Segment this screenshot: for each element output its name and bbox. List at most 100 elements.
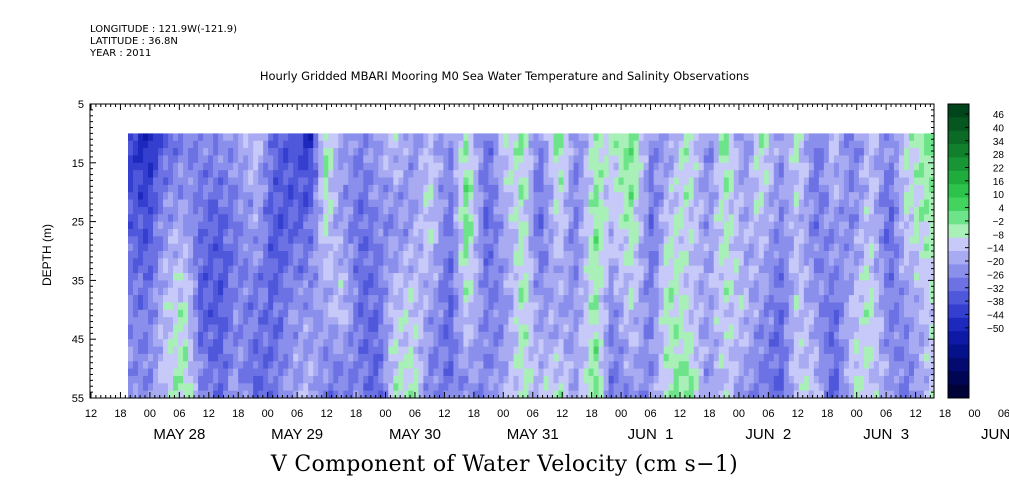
heatmap-cell [543,170,550,179]
heatmap-cell [153,148,159,157]
heatmap-cell [513,177,520,186]
heatmap-cell [638,331,645,340]
heatmap-cell [568,177,575,186]
heatmap-cell [283,346,289,355]
heatmap-cell [498,390,505,399]
heatmap-cell [313,317,319,326]
heatmap-cell [433,192,439,201]
heatmap-cell [508,295,515,304]
heatmap-cell [628,353,635,362]
heatmap-cell [373,265,379,274]
heatmap-cell [678,273,685,281]
heatmap-cell [253,331,259,340]
heatmap-cell [728,243,735,252]
heatmap-cell [743,353,750,362]
heatmap-cell [168,177,174,186]
heatmap-cell [513,346,520,355]
heatmap-cell [648,324,655,333]
heatmap-cell [763,155,770,164]
heatmap-cell [173,287,179,296]
heatmap-cell [588,199,595,208]
heatmap-cell [693,177,700,186]
heatmap-cell [143,177,149,186]
heatmap-cell [168,140,174,149]
heatmap-cell [428,346,434,355]
heatmap-cell [573,302,580,311]
heatmap-cell [413,155,419,164]
heatmap-cell [423,280,429,289]
heatmap-cell [683,199,690,208]
heatmap-cell [368,375,374,384]
heatmap-cell [603,206,610,215]
heatmap-cell [258,317,264,326]
heatmap-cell [523,309,530,318]
heatmap-cell [368,243,374,252]
heatmap-cell [433,258,439,267]
heatmap-cell [433,390,439,399]
heatmap-cell [383,361,389,370]
heatmap-cell [353,199,359,208]
heatmap-cell [668,192,675,201]
heatmap-cell [783,317,790,326]
heatmap-cell [713,390,720,399]
heatmap-cell [563,390,570,399]
heatmap-cell [213,273,219,281]
heatmap-cell [693,221,700,230]
heatmap-cell [793,273,800,281]
heatmap-cell [153,170,159,179]
heatmap-cell [768,273,775,281]
heatmap-cell [408,170,414,179]
heatmap-cell [608,309,615,318]
heatmap-cell [733,251,740,259]
heatmap-cell [268,192,274,201]
heatmap-cell [738,331,745,340]
heatmap-cell [633,331,640,340]
heatmap-cell [483,346,490,355]
heatmap-cell [488,295,495,304]
heatmap-cell [383,236,389,245]
heatmap-cell [738,148,745,157]
heatmap-cell [213,361,219,370]
heatmap-cell [608,331,615,340]
heatmap-cell [368,251,374,259]
heatmap-cell [303,361,309,370]
heatmap-cell [578,317,585,326]
heatmap-cell [523,324,530,333]
heatmap-cell [283,295,289,304]
heatmap-cell [818,177,825,186]
heatmap-cell [218,302,224,311]
heatmap-cell [128,184,134,193]
heatmap-cell [688,339,695,348]
heatmap-cell [673,148,680,157]
heatmap-cell [638,353,645,362]
heatmap-cell [408,309,414,318]
heatmap-cell [698,302,705,311]
heatmap-cell [668,317,675,326]
heatmap-cell [483,177,490,186]
heatmap-cell [378,214,384,223]
heatmap-cell [483,375,490,384]
heatmap-cell [133,214,139,223]
heatmap-cell [478,368,485,377]
heatmap-cell [233,236,239,245]
heatmap-cell [138,265,144,274]
heatmap-cell [388,184,394,193]
heatmap-cell [553,177,560,186]
heatmap-cell [158,265,164,274]
heatmap-cell [798,390,805,399]
heatmap-cell [278,331,284,340]
heatmap-cell [323,353,329,362]
heatmap-cell [418,324,424,333]
heatmap-cell [403,331,409,340]
heatmap-cell [668,214,675,223]
heatmap-cell [403,324,409,333]
heatmap-cell [473,162,480,171]
heatmap-cell [738,258,745,267]
heatmap-cell [328,236,334,245]
heatmap-cell [468,258,475,267]
heatmap-cell [508,184,515,193]
heatmap-cell [598,339,605,348]
heatmap-cell [703,331,710,340]
heatmap-cell [333,361,339,370]
heatmap-cell [198,177,204,186]
